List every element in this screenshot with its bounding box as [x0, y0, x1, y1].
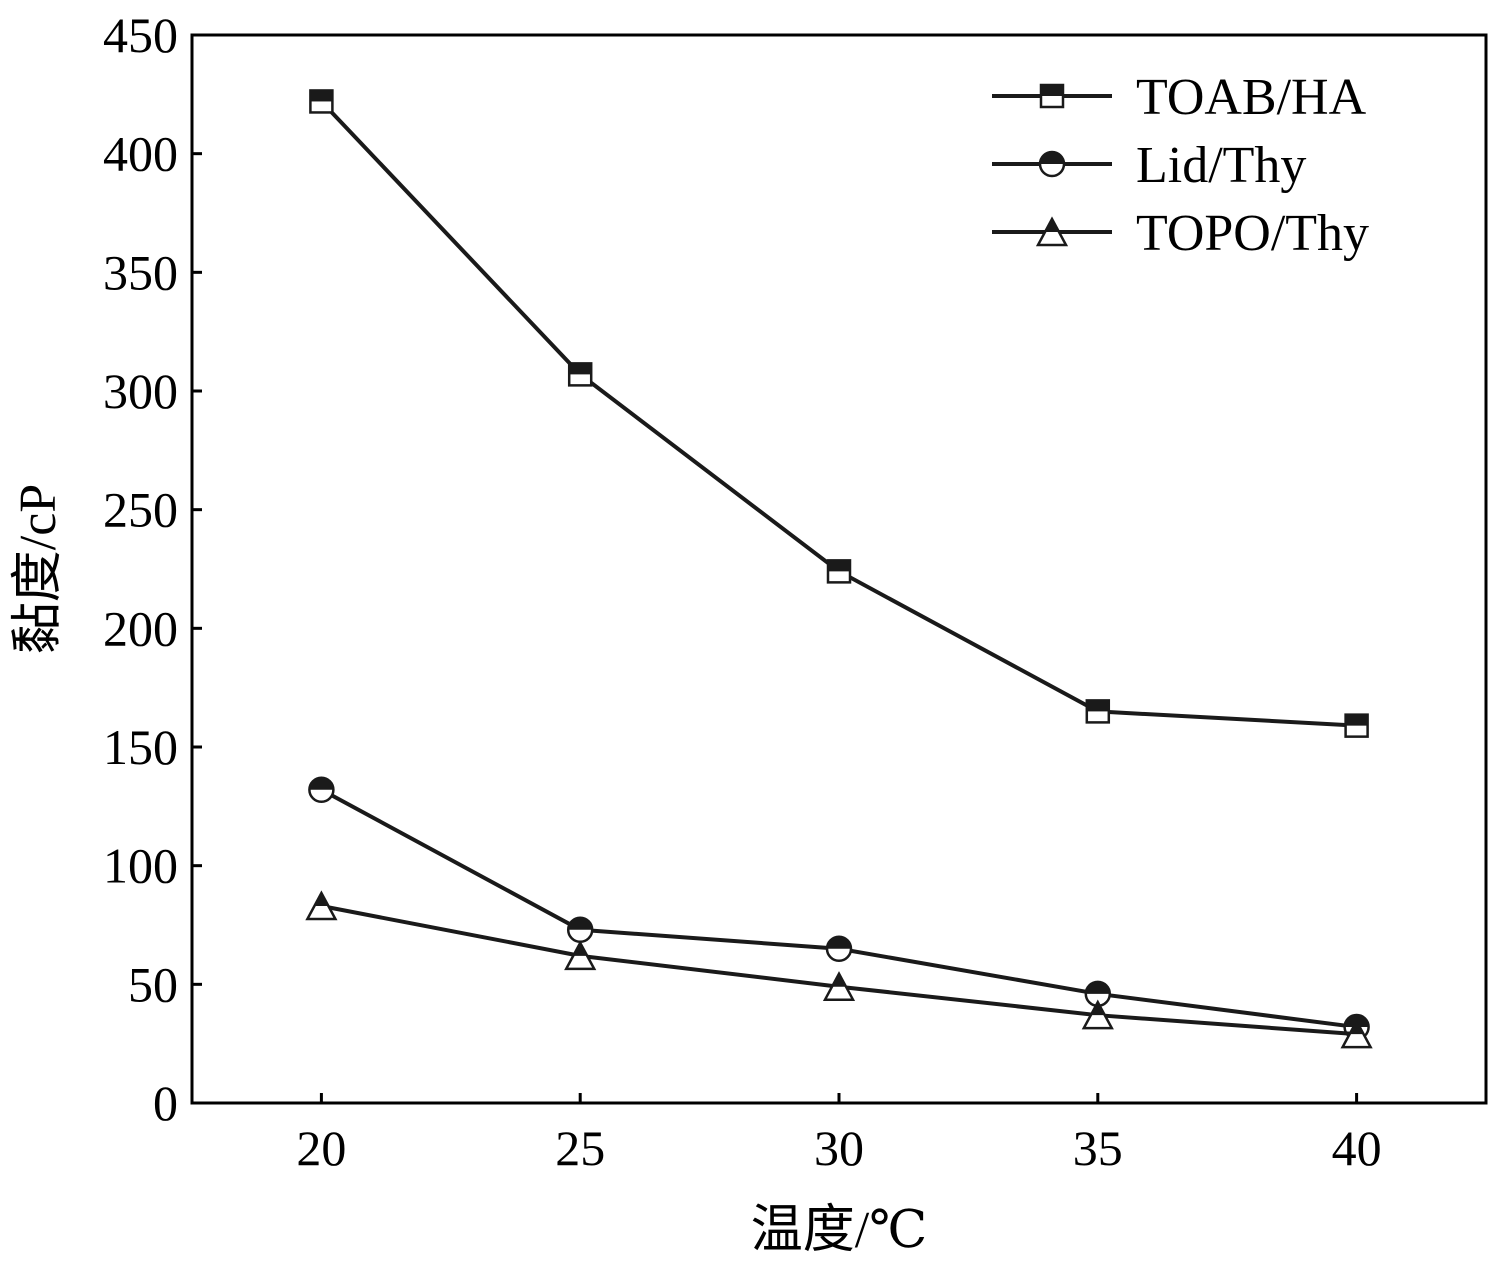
- marker-fill: [1349, 1021, 1364, 1035]
- data-point-0-4: [1344, 713, 1369, 738]
- data-point-0-1: [567, 362, 593, 387]
- y-tick-label: 250: [103, 482, 178, 538]
- series-line-0: [319, 100, 1357, 728]
- data-point-1-0: [308, 776, 335, 803]
- x-tick-label: 35: [1073, 1120, 1123, 1176]
- legend: TOAB/HA Lid/Thy TOPO/Thy: [992, 69, 1369, 262]
- axis-ticks: 0 50 100 150 200 250 300 350 400 450 20 25 30 35 40: [103, 7, 1382, 1176]
- x-axis-title: 温度/℃: [751, 1202, 928, 1259]
- legend-label: Lid/Thy: [1136, 137, 1306, 194]
- marker-fill: [569, 363, 592, 375]
- marker-fill: [309, 777, 334, 790]
- marker-fill: [314, 893, 329, 907]
- y-tick-label: 200: [103, 600, 178, 656]
- marker-fill: [1090, 1002, 1105, 1016]
- x-tick-label: 30: [814, 1120, 864, 1176]
- data-point-2-3: [1081, 999, 1114, 1030]
- y-tick-label: 50: [128, 956, 178, 1012]
- x-tick-label: 20: [296, 1120, 346, 1176]
- marker-fill: [568, 917, 593, 930]
- marker-fill: [1085, 981, 1110, 994]
- data-point-2-4: [1340, 1018, 1373, 1049]
- marker-fill: [827, 936, 851, 949]
- data-point-2-0: [305, 890, 338, 921]
- data-point-0-3: [1085, 699, 1111, 724]
- y-tick-label: 100: [103, 838, 178, 894]
- marker-fill: [1345, 714, 1368, 726]
- marker-fill: [1086, 700, 1109, 712]
- legend-marker: [1035, 216, 1069, 247]
- marker-fill: [310, 90, 333, 102]
- data-point-1-3: [1084, 980, 1112, 1008]
- y-tick-label: 350: [103, 244, 178, 300]
- marker-fill: [1040, 152, 1064, 164]
- data-point-2-2: [822, 971, 856, 1001]
- series-layer: [305, 89, 1373, 1049]
- x-tick-label: 40: [1332, 1120, 1382, 1176]
- data-point-2-1: [564, 940, 597, 971]
- data-point-0-2: [826, 559, 852, 584]
- y-tick-label: 0: [153, 1075, 178, 1131]
- marker-fill: [573, 942, 588, 956]
- y-tick-label: 300: [103, 363, 178, 419]
- y-tick-label: 150: [103, 719, 178, 775]
- y-tick-label: 400: [103, 126, 178, 182]
- series-line-2: [321, 904, 1357, 1037]
- marker-fill: [832, 973, 846, 987]
- marker-fill: [1045, 219, 1059, 232]
- data-point-1-1: [566, 916, 594, 943]
- data-point-1-2: [825, 935, 853, 962]
- legend-label: TOPO/Thy: [1136, 205, 1369, 262]
- legend-label: TOAB/HA: [1136, 69, 1367, 126]
- data-point-0-0: [309, 89, 334, 114]
- legend-marker: [1039, 83, 1065, 109]
- x-tick-label: 25: [555, 1120, 605, 1176]
- y-axis-title: 黏度/cP: [10, 484, 67, 654]
- marker-fill: [828, 560, 850, 572]
- legend-marker: [1038, 150, 1066, 178]
- y-tick-label: 450: [103, 7, 178, 63]
- marker-fill: [1041, 85, 1063, 96]
